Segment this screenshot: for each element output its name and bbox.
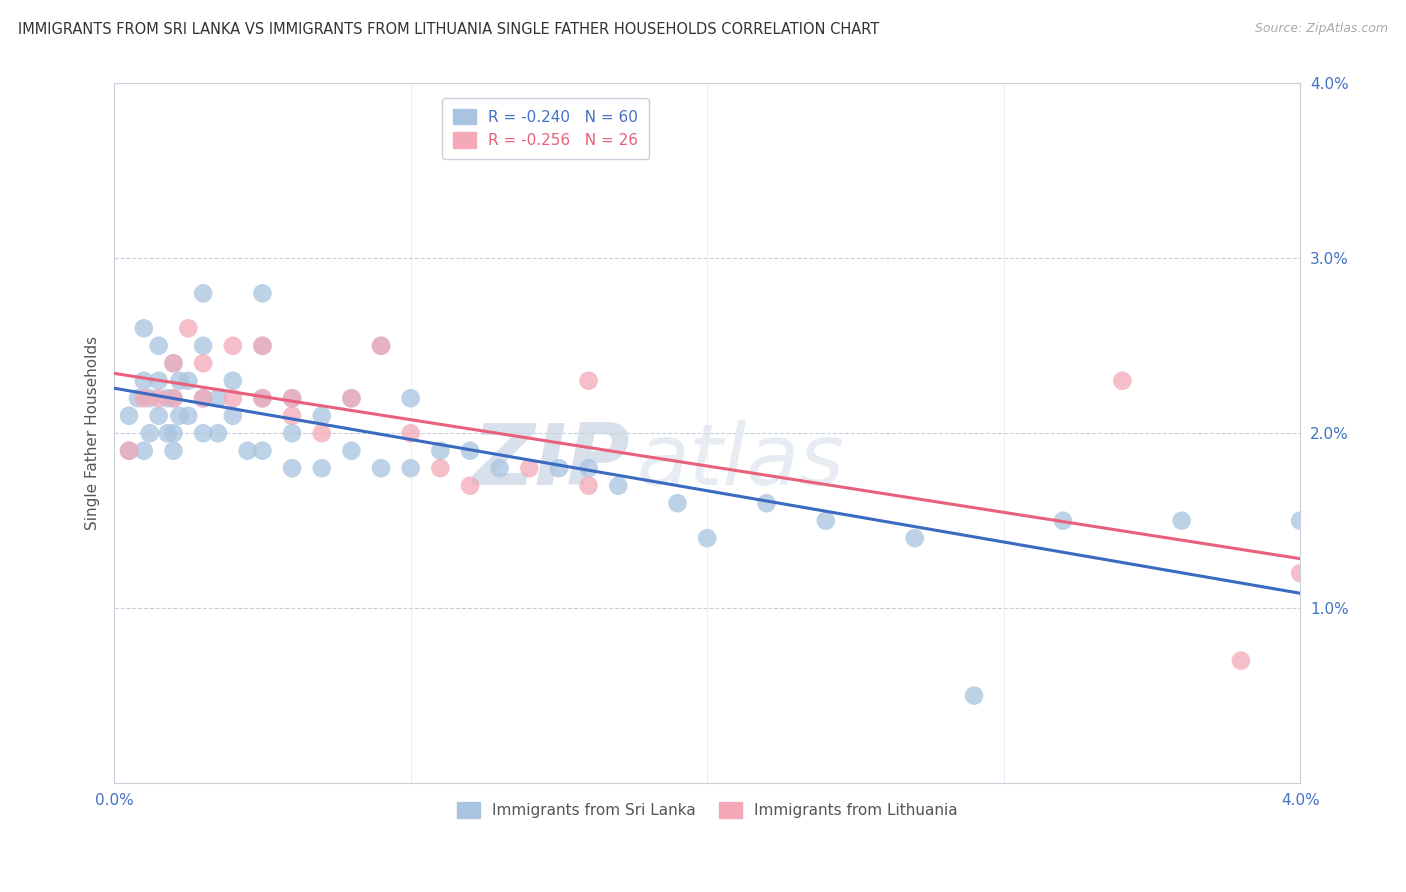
Point <box>1289 514 1312 528</box>
Y-axis label: Single Father Households: Single Father Households <box>86 336 100 531</box>
Point <box>127 391 149 405</box>
Point <box>148 339 170 353</box>
Point <box>1289 566 1312 581</box>
Point <box>578 461 600 475</box>
Point <box>162 391 184 405</box>
Point <box>399 461 422 475</box>
Point <box>340 391 363 405</box>
Text: IMMIGRANTS FROM SRI LANKA VS IMMIGRANTS FROM LITHUANIA SINGLE FATHER HOUSEHOLDS : IMMIGRANTS FROM SRI LANKA VS IMMIGRANTS … <box>18 22 880 37</box>
Point <box>458 443 481 458</box>
Point <box>148 374 170 388</box>
Point <box>429 461 451 475</box>
Point <box>370 339 392 353</box>
Point <box>399 426 422 441</box>
Point <box>340 391 363 405</box>
Point <box>169 374 191 388</box>
Point <box>666 496 689 510</box>
Point <box>162 356 184 370</box>
Point <box>132 443 155 458</box>
Point <box>578 479 600 493</box>
Point <box>252 391 274 405</box>
Point <box>177 409 200 423</box>
Text: ZIP: ZIP <box>472 420 630 503</box>
Point <box>118 409 141 423</box>
Point <box>191 391 214 405</box>
Point <box>162 426 184 441</box>
Point <box>207 391 229 405</box>
Point <box>488 461 510 475</box>
Point <box>311 409 333 423</box>
Point <box>169 409 191 423</box>
Point <box>1170 514 1192 528</box>
Point <box>118 443 141 458</box>
Point <box>281 391 304 405</box>
Point <box>429 443 451 458</box>
Point <box>517 461 540 475</box>
Text: Source: ZipAtlas.com: Source: ZipAtlas.com <box>1254 22 1388 36</box>
Point <box>755 496 778 510</box>
Point <box>118 443 141 458</box>
Point <box>1052 514 1074 528</box>
Point <box>696 531 718 545</box>
Point <box>222 391 245 405</box>
Point <box>191 286 214 301</box>
Point <box>191 426 214 441</box>
Point <box>963 689 986 703</box>
Point <box>252 339 274 353</box>
Point <box>252 339 274 353</box>
Point <box>177 321 200 335</box>
Point <box>1230 654 1253 668</box>
Point <box>281 461 304 475</box>
Point <box>1111 374 1133 388</box>
Point <box>191 356 214 370</box>
Point <box>607 479 630 493</box>
Point <box>207 426 229 441</box>
Point <box>177 374 200 388</box>
Point <box>162 391 184 405</box>
Legend: Immigrants from Sri Lanka, Immigrants from Lithuania: Immigrants from Sri Lanka, Immigrants fr… <box>451 797 963 824</box>
Point <box>578 374 600 388</box>
Point <box>814 514 837 528</box>
Point <box>370 339 392 353</box>
Point <box>132 321 155 335</box>
Point <box>281 426 304 441</box>
Point <box>148 409 170 423</box>
Point <box>252 286 274 301</box>
Point <box>904 531 927 545</box>
Text: atlas: atlas <box>636 420 844 503</box>
Point <box>162 356 184 370</box>
Point <box>132 374 155 388</box>
Point <box>162 443 184 458</box>
Point <box>148 391 170 405</box>
Point <box>252 443 274 458</box>
Point <box>252 391 274 405</box>
Point <box>458 479 481 493</box>
Point <box>156 426 179 441</box>
Point <box>139 391 162 405</box>
Point <box>191 391 214 405</box>
Point <box>222 409 245 423</box>
Point <box>156 391 179 405</box>
Point <box>311 426 333 441</box>
Point <box>370 461 392 475</box>
Point <box>311 461 333 475</box>
Point <box>340 443 363 458</box>
Point <box>132 391 155 405</box>
Point <box>222 374 245 388</box>
Point <box>399 391 422 405</box>
Point <box>236 443 259 458</box>
Point <box>191 339 214 353</box>
Point <box>222 339 245 353</box>
Point <box>548 461 571 475</box>
Point <box>139 426 162 441</box>
Point <box>281 391 304 405</box>
Point <box>281 409 304 423</box>
